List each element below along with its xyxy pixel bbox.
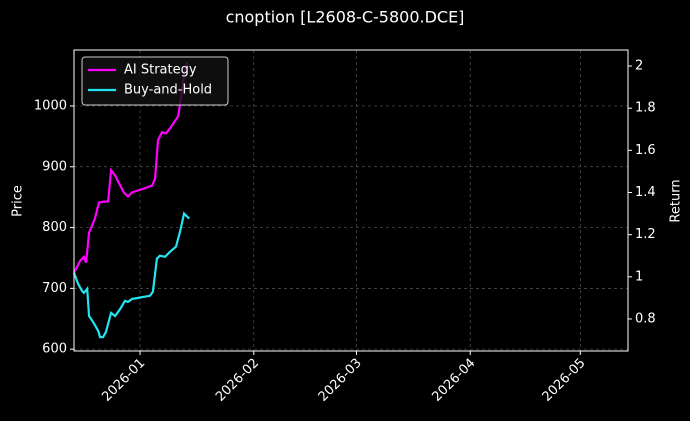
chart-title: cnoption [L2608-C-5800.DCE] (226, 8, 465, 27)
y-tick-label: 800 (42, 220, 67, 235)
y2-tick-label: 1 (635, 269, 643, 284)
y2-tick-label: 1.2 (635, 227, 656, 242)
y2-tick-label: 2 (635, 59, 643, 74)
y2-tick-label: 0.8 (635, 311, 656, 326)
y2-tick-label: 1.6 (635, 143, 656, 158)
y-tick-label: 1000 (34, 98, 67, 113)
y2-tick-label: 1.4 (635, 185, 656, 200)
plot-frame (73, 49, 629, 352)
y2-axis-label: Return (669, 179, 684, 222)
legend-label: AI Strategy (124, 63, 197, 78)
legend-box (81, 56, 229, 106)
y-tick-label: 600 (42, 342, 67, 357)
y-tick-label: 700 (42, 281, 67, 296)
y-tick-label: 900 (42, 159, 67, 174)
legend-label: Buy-and-Hold (124, 83, 212, 98)
series-line (72, 211, 190, 339)
y-axis-label: Price (11, 185, 26, 217)
y2-tick-label: 1.8 (635, 101, 656, 116)
series-line (73, 61, 189, 274)
